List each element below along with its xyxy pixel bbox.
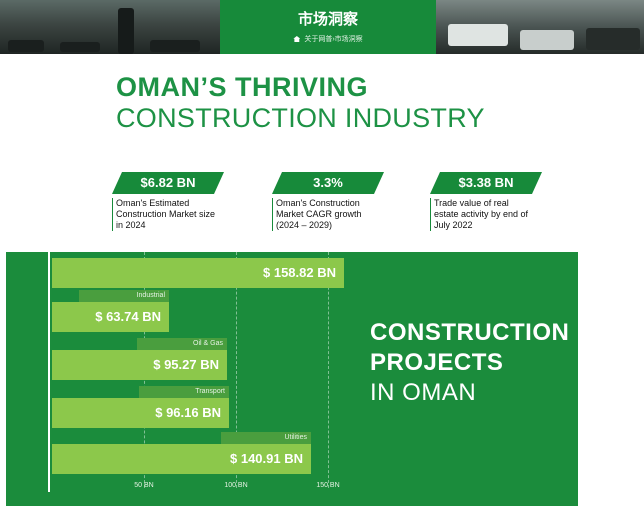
chart-category-label: Transport — [139, 386, 229, 398]
chart-tick-label: 100 BN — [224, 482, 248, 489]
stat-card: $3.38 BN Trade value of real estate acti… — [430, 172, 542, 231]
home-icon[interactable] — [293, 36, 301, 42]
headline-line-1: OMAN’S THRIVING — [116, 72, 369, 102]
person-shape — [118, 8, 134, 54]
chart-bar: $ 158.82 BN — [52, 258, 344, 288]
stat-value: 3.3% — [272, 172, 384, 194]
stat-card: 3.3% Oman's Construction Market CAGR gro… — [272, 172, 384, 231]
chart-bar: $ 96.16 BN — [52, 398, 229, 428]
car-shape — [520, 30, 574, 50]
breadcrumb[interactable]: 关于网普›市场洞察 — [220, 34, 436, 44]
car-shape — [150, 40, 200, 52]
chart-gridline — [236, 252, 237, 488]
header-banner: 市场洞察 关于网普›市场洞察 — [0, 0, 644, 54]
car-shape — [586, 28, 640, 50]
headline: OMAN’S THRIVING CONSTRUCTION INDUSTRY — [116, 72, 485, 134]
stat-value: $3.38 BN — [430, 172, 542, 194]
chart-tick-label: 50 BN — [134, 482, 154, 489]
chart-category-label: Utilities — [221, 432, 311, 444]
page-title: 市场洞察 — [297, 11, 358, 28]
chart-title-line-1: CONSTRUCTION — [370, 319, 570, 346]
chart-title-line-2: PROJECTS — [370, 349, 504, 376]
stat-description: Oman's Estimated Construction Market siz… — [112, 198, 216, 231]
car-shape — [60, 42, 100, 52]
stat-value: $6.82 BN — [112, 172, 224, 194]
car-shape — [8, 40, 44, 52]
stat-card: $6.82 BN Oman's Estimated Construction M… — [112, 172, 224, 231]
stat-description: Oman's Construction Market CAGR growth (… — [272, 198, 376, 231]
chart-bar: $ 140.91 BN — [52, 444, 311, 474]
breadcrumb-text[interactable]: 关于网普›市场洞察 — [304, 36, 363, 43]
car-shape — [448, 24, 508, 46]
chart-bar: $ 95.27 BN — [52, 350, 227, 380]
chart-category-label: Oil & Gas — [137, 338, 227, 350]
chart-gridline — [328, 252, 329, 488]
construction-projects-chart: CONSTRUCTION PROJECTS IN OMAN 50 BN 100 B… — [6, 252, 578, 506]
chart-category-label: Industrial — [79, 290, 169, 302]
chart-title-line-3: IN OMAN — [370, 379, 477, 406]
banner-title-panel: 市场洞察 关于网普›市场洞察 — [220, 0, 436, 54]
chart-bar: $ 63.74 BN — [52, 302, 169, 332]
chart-tick-label: 150 BN — [316, 482, 340, 489]
chart-axis-line — [48, 252, 50, 492]
headline-line-2: CONSTRUCTION INDUSTRY — [116, 103, 485, 133]
stat-description: Trade value of real estate activity by e… — [430, 198, 534, 231]
chart-side-title: CONSTRUCTION PROJECTS IN OMAN — [370, 318, 569, 408]
